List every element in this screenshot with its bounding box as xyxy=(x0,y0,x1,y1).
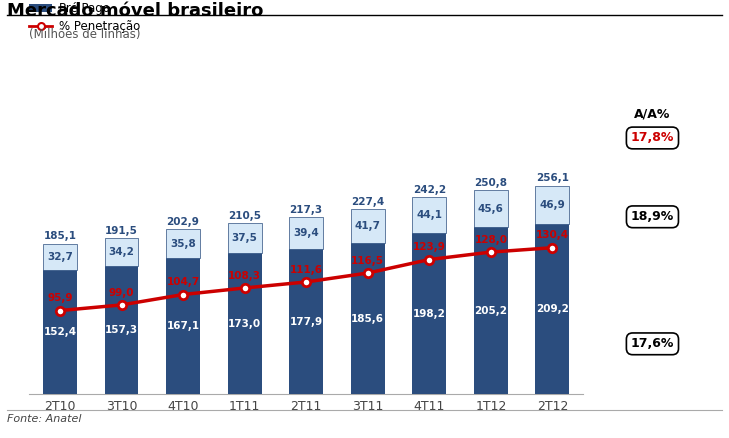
Text: 32,7: 32,7 xyxy=(47,252,73,262)
Text: 116,5: 116,5 xyxy=(351,256,384,266)
Text: (Milhões de linhas): (Milhões de linhas) xyxy=(29,28,141,42)
Text: 45,6: 45,6 xyxy=(478,204,504,214)
Text: 210,5: 210,5 xyxy=(228,211,261,221)
Bar xyxy=(536,186,569,224)
Bar xyxy=(289,217,323,250)
Text: 227,4: 227,4 xyxy=(351,197,384,207)
Text: 152,4: 152,4 xyxy=(44,327,77,337)
Text: 173,0: 173,0 xyxy=(228,319,261,329)
Text: 242,2: 242,2 xyxy=(413,185,446,194)
Text: 104,7: 104,7 xyxy=(166,277,200,287)
Text: 123,9: 123,9 xyxy=(413,242,445,252)
Text: 177,9: 177,9 xyxy=(289,317,323,327)
Text: 17,8%: 17,8% xyxy=(631,131,674,145)
Bar xyxy=(227,223,262,254)
Bar xyxy=(104,238,139,266)
Text: 185,1: 185,1 xyxy=(44,231,77,241)
Bar xyxy=(351,243,385,394)
Text: 256,1: 256,1 xyxy=(536,173,569,184)
Bar xyxy=(474,227,508,394)
Text: 185,6: 185,6 xyxy=(351,314,384,324)
Bar xyxy=(289,250,323,394)
Text: 205,2: 205,2 xyxy=(475,306,507,316)
Text: 157,3: 157,3 xyxy=(105,325,138,335)
Bar xyxy=(166,258,200,394)
Text: 111,6: 111,6 xyxy=(289,265,323,275)
Text: Mercado móvel brasileiro: Mercado móvel brasileiro xyxy=(7,2,264,20)
Bar xyxy=(413,197,446,233)
Bar xyxy=(104,266,139,394)
Text: 34,2: 34,2 xyxy=(109,247,134,258)
Text: 130,4: 130,4 xyxy=(536,230,569,240)
Bar xyxy=(166,229,200,258)
Bar xyxy=(43,270,77,394)
Legend: Pós Pago, Pré Pago, % Penetração: Pós Pago, Pré Pago, % Penetração xyxy=(24,0,145,38)
Text: 209,2: 209,2 xyxy=(536,304,569,314)
Bar xyxy=(227,254,262,394)
Bar xyxy=(474,190,508,227)
Text: 167,1: 167,1 xyxy=(166,321,200,331)
Text: 44,1: 44,1 xyxy=(416,210,443,220)
Text: A/A%: A/A% xyxy=(634,107,671,120)
Text: 95,9: 95,9 xyxy=(47,293,73,303)
Bar xyxy=(413,233,446,394)
Text: 99,0: 99,0 xyxy=(109,288,134,298)
Text: 39,4: 39,4 xyxy=(293,229,319,238)
Bar xyxy=(351,209,385,243)
Text: 46,9: 46,9 xyxy=(539,200,565,210)
Text: 128,0: 128,0 xyxy=(475,235,507,245)
Text: Fonte: Anatel: Fonte: Anatel xyxy=(7,414,82,424)
Text: 217,3: 217,3 xyxy=(289,205,323,215)
Text: 41,7: 41,7 xyxy=(355,221,381,231)
Bar xyxy=(536,224,569,394)
Text: 108,3: 108,3 xyxy=(228,271,261,281)
Text: 35,8: 35,8 xyxy=(170,239,196,249)
Text: 37,5: 37,5 xyxy=(232,233,257,243)
Text: 198,2: 198,2 xyxy=(413,309,445,318)
Text: 18,9%: 18,9% xyxy=(631,210,674,223)
Bar xyxy=(43,244,77,270)
Text: 191,5: 191,5 xyxy=(105,226,138,236)
Text: 250,8: 250,8 xyxy=(475,178,507,188)
Text: 17,6%: 17,6% xyxy=(631,337,674,350)
Text: 202,9: 202,9 xyxy=(167,217,200,227)
